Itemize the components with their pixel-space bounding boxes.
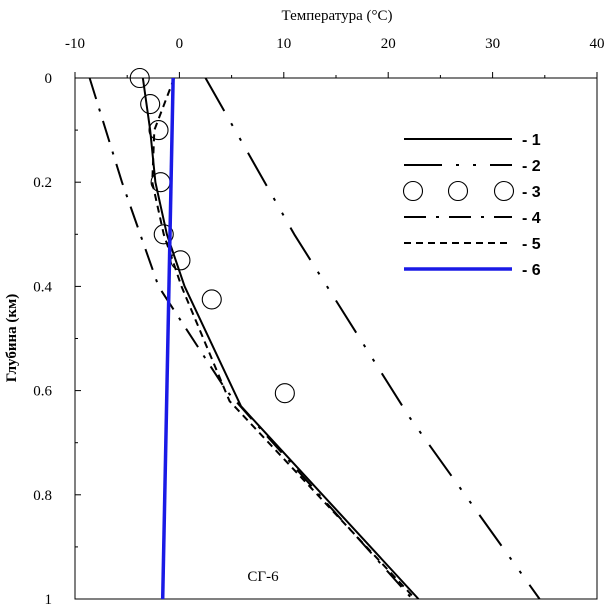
y-tick-label: 0.2	[33, 175, 52, 191]
x-tick-label: 20	[381, 36, 396, 52]
x-axis-title: Температура (°C)	[282, 8, 393, 24]
series-6-line	[160, 77, 175, 600]
y-tick-label: 0	[45, 71, 53, 87]
series-5-line	[151, 77, 417, 600]
series-3-marker	[274, 383, 295, 404]
legend-label-2: - 2	[522, 158, 541, 175]
x-tick-label: 40	[590, 36, 605, 52]
y-axis-title: Глубина (км)	[4, 294, 20, 382]
y-tick-label: 0.6	[33, 384, 52, 400]
series-3-marker	[153, 224, 174, 245]
x-tick-label: 10	[276, 36, 291, 52]
axes: -10 0 10 20 30 40 0 0.2 0.4 0.6 0.8 1	[33, 36, 604, 608]
series-2-line	[204, 77, 541, 600]
legend-label-3: - 3	[522, 184, 541, 201]
legend-marker-3	[402, 180, 424, 202]
x-tick-label: 30	[485, 36, 500, 52]
series-3-marker	[148, 120, 169, 141]
y-tick-label: 0.8	[33, 488, 52, 504]
y-tick-label: 1	[45, 592, 53, 608]
series-3-marker	[129, 67, 150, 89]
y-tick-label: 0.4	[33, 279, 52, 295]
legend-label-5: - 5	[522, 236, 541, 253]
legend-label-4: - 4	[522, 210, 541, 227]
chart-annotation: СГ-6	[247, 569, 279, 585]
series-3-marker	[201, 289, 222, 310]
series-3-marker	[170, 250, 191, 271]
series-layer	[88, 67, 541, 600]
legend-label-6: - 6	[522, 262, 541, 279]
x-tick-label: 0	[176, 36, 184, 52]
x-tick-label: -10	[65, 36, 85, 52]
series-3-marker	[140, 94, 161, 115]
legend-marker-3	[493, 180, 515, 202]
legend-label-1: - 1	[522, 132, 541, 149]
legend: - 1 - 2 - 3 - 4 - 5 - 6	[402, 132, 541, 279]
series-1-line	[141, 77, 420, 600]
legend-marker-3	[447, 180, 469, 202]
